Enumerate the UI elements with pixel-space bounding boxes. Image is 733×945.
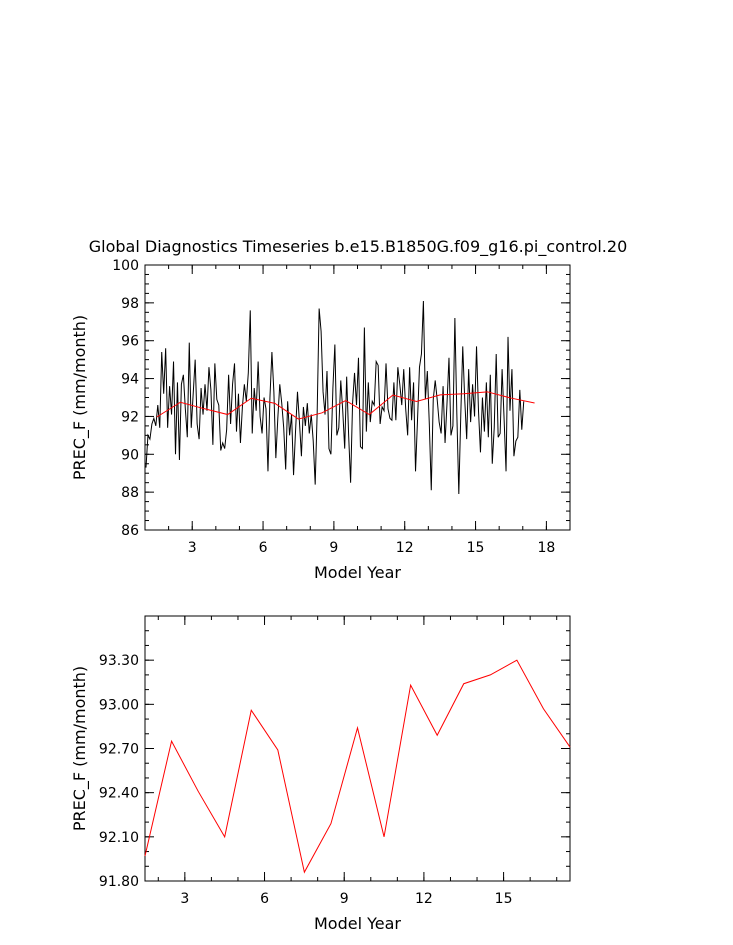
y-tick-label: 86 <box>121 523 139 539</box>
y-tick-label: 93.30 <box>99 653 139 669</box>
y-tick-label: 98 <box>121 296 139 312</box>
y-tick-label: 92.10 <box>99 830 139 846</box>
plot-frame <box>144 615 571 882</box>
x-tick-label: 6 <box>260 891 269 907</box>
series-line-0 <box>145 300 525 495</box>
y-axis-label: PREC_F (mm/month) <box>70 315 90 480</box>
x-axis-label: Model Year <box>314 563 401 582</box>
y-tick-label: 91.80 <box>99 874 139 890</box>
y-tick-label: 96 <box>121 334 139 350</box>
y-tick-label: 92 <box>121 409 139 425</box>
x-tick-label: 12 <box>415 891 433 907</box>
y-tick-label: 93.00 <box>99 697 139 713</box>
y-tick-label: 100 <box>112 258 139 274</box>
series-line-0 <box>144 659 571 874</box>
y-axis-label: PREC_F (mm/month) <box>70 666 90 831</box>
x-tick-label: 3 <box>180 891 189 907</box>
y-tick-label: 94 <box>121 372 139 388</box>
plot-frame <box>144 264 571 531</box>
x-tick-label: 6 <box>259 540 268 556</box>
x-tick-label: 15 <box>467 540 485 556</box>
chart-title: Global Diagnostics Timeseries b.e15.B185… <box>89 237 628 257</box>
series-line-1 <box>156 391 535 420</box>
x-tick-label: 9 <box>340 891 349 907</box>
x-axis-label: Model Year <box>314 914 401 933</box>
x-tick-label: 9 <box>329 540 338 556</box>
x-tick-label: 15 <box>495 891 513 907</box>
y-tick-label: 90 <box>121 447 139 463</box>
y-tick-label: 92.40 <box>99 786 139 802</box>
x-tick-label: 12 <box>396 540 414 556</box>
y-tick-label: 88 <box>121 485 139 501</box>
x-tick-label: 3 <box>188 540 197 556</box>
panel-bottom: 3 6 9 12 15 91.80 92.10 92.40 92.70 93.00 93.30 Mod… <box>70 615 571 933</box>
panel-top: 3 6 9 12 15 18 86 88 90 92 94 96 98 100 Model Year PREC… <box>70 258 571 582</box>
y-tick-label: 92.70 <box>99 742 139 758</box>
x-tick-label: 18 <box>537 540 555 556</box>
